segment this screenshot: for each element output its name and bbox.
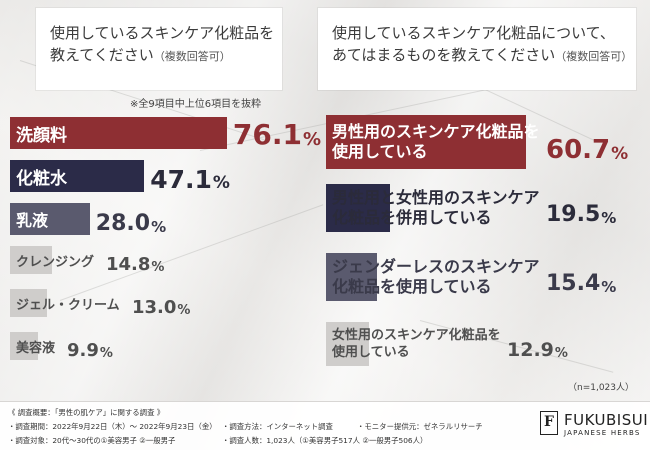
left-chart-value-number: 47.1 [150,165,212,194]
right-question-multi: （複数回答可） [555,50,633,63]
right-chart-category-label: ジェンダーレスのスキンケア 化粧品を使用している [332,253,540,301]
right-chart-category-line: ジェンダーレスのスキンケア [332,257,540,276]
right-chart-value-unit: % [554,346,568,361]
right-chart-category-label: 男性用のスキンケア化粧品を 使用している [332,115,540,169]
right-chart-value-number: 15.4 [546,271,601,296]
left-chart-row: クレンジング 14.8% [10,246,310,274]
left-chart-row: 美容液 9.9% [10,332,310,360]
left-chart-value-number: 76.1 [232,118,302,151]
left-chart-value-unit: % [151,260,165,275]
left-chart-value-label: 9.9% [67,332,113,361]
left-chart-bar [10,117,227,149]
left-chart-value-label: 47.1% [150,160,230,192]
left-chart-value-unit: % [151,218,167,236]
left-chart-category-label: 洗顔料 [16,125,67,146]
footer-monitor: ・モニター提供元：ゼネラルリサーチ [357,422,483,431]
left-chart-value-number: 13.0 [132,297,177,318]
left-chart-value-label: 28.0% [96,203,166,235]
footer-count: ・調査人数：1,023人（①美容男子517人 ②一般男子506人） [222,436,428,445]
footer-method: ・調査方法：インターネット調査 [222,422,333,431]
left-chart-category-label: クレンジング [16,254,95,270]
footer-title: 《 調査概要：「男性の肌ケア」に関する調査 》 [8,408,165,417]
right-chart-bar [326,184,391,232]
right-chart-value-number: 19.5 [546,202,601,227]
right-chart-row: 女性用のスキンケア化粧品を 使用している 12.9% [326,322,636,366]
right-chart-value-label: 19.5% [546,184,616,232]
right-chart-category-line: 使用している [332,345,410,360]
left-question-line2: 教えてください [50,46,154,64]
right-chart-category-line: 化粧品を併用している [332,208,492,227]
right-chart-bar [326,115,527,169]
right-chart-value-label: 15.4% [546,253,616,301]
sample-size-note: （n=1,023人） [567,383,634,393]
excerpt-note: ※全9項目中上位6項目を抜粋 [130,99,262,110]
brand-logo-icon: F [540,411,558,435]
right-chart-category-line: 男性用のスキンケア化粧品を [332,122,540,141]
left-chart-bar [10,160,145,192]
brand-tagline: JAPANESE HERBS [564,429,641,437]
right-question-line2: あてはまるものを教えてください [332,46,556,64]
right-chart-category-label: 男性用と女性用のスキンケア 化粧品を併用している [332,184,540,232]
left-chart-row: ジェル・クリーム 13.0% [10,289,310,317]
right-chart-bar [326,322,369,366]
right-chart-row: 男性用のスキンケア化粧品を 使用している 60.7% [326,115,636,169]
left-question-line1: 使用しているスキンケア化粧品を [50,24,275,42]
left-chart-bar [10,203,90,235]
right-chart-value-label: 60.7% [546,115,628,169]
left-chart-row: 化粧水 47.1% [10,160,310,192]
left-chart-bar [10,332,39,360]
left-chart-value-label: 13.0% [132,289,191,318]
right-chart-category-line: 女性用のスキンケア化粧品を [332,328,501,343]
left-chart-category-label: 乳液 [16,211,49,230]
left-chart-value-unit: % [302,129,322,150]
right-chart-category-line: 化粧品を使用している [332,277,492,296]
right-chart-category-label: 女性用のスキンケア化粧品を 使用している [332,322,501,366]
left-chart-value-unit: % [99,346,113,361]
right-chart-value-unit: % [601,278,617,296]
right-chart-value-unit: % [601,209,617,227]
left-chart-value-number: 9.9 [67,340,99,361]
right-chart-category-line: 男性用と女性用のスキンケア [332,188,540,207]
right-chart-value-number: 12.9 [507,339,554,361]
left-chart-category-label: 化粧水 [16,168,67,189]
left-chart-category-label: 美容液 [16,340,56,356]
left-chart-row: 乳液 28.0% [10,203,310,235]
left-chart-value-unit: % [177,303,191,318]
right-chart-bar [326,253,377,301]
right-chart-row: 男性用と女性用のスキンケア 化粧品を併用している 19.5% [326,184,636,232]
left-chart-value-unit: % [212,173,230,193]
right-chart-value-label: 12.9% [507,322,568,366]
right-question-line1: 使用しているスキンケア化粧品について、 [332,24,615,42]
left-chart-value-label: 76.1% [233,117,321,149]
right-question-box: 使用しているスキンケア化粧品について、 あてはまるものを教えてください（複数回答… [318,8,636,90]
left-chart-bar [10,246,53,274]
right-chart-value-number: 60.7 [546,135,611,165]
right-chart-value-unit: % [611,144,629,164]
footer-period: ・調査期間：2022年9月22日（木）～ 2022年9月23日（金） [8,422,217,431]
left-chart-value-label: 14.8% [106,246,165,275]
survey-footer: 《 調査概要：「男性の肌ケア」に関する調査 》 ・調査期間：2022年9月22日… [0,401,650,450]
left-chart-value-number: 28.0 [95,211,151,236]
right-chart-category-line: 使用している [332,142,428,161]
left-chart-row: 洗顔料 76.1% [10,117,321,149]
right-chart-row: ジェンダーレスのスキンケア 化粧品を使用している 15.4% [326,253,636,301]
left-chart-bar [10,289,48,317]
footer-target: ・調査対象：20代～30代の①美容男子 ②一般男子 [8,436,176,445]
left-question-multi: （複数回答可） [153,50,231,63]
brand-name: FUKUBISUI [564,411,649,429]
left-question-box: 使用しているスキンケア化粧品を 教えてください（複数回答可） [36,8,282,90]
left-chart-category-label: ジェル・クリーム [16,297,120,313]
left-chart-value-number: 14.8 [106,254,151,275]
